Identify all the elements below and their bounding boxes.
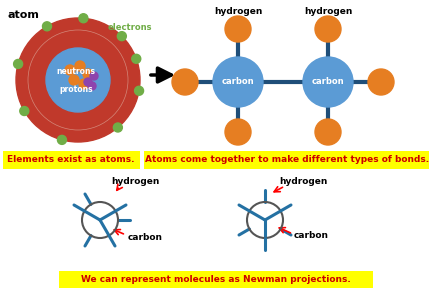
Circle shape	[118, 32, 126, 41]
Circle shape	[84, 78, 92, 86]
Text: carbon: carbon	[293, 232, 328, 240]
Circle shape	[65, 65, 75, 75]
Circle shape	[75, 61, 85, 71]
Text: carbon: carbon	[311, 77, 344, 86]
Text: Atoms come together to make different types of bonds.: Atoms come together to make different ty…	[145, 155, 429, 164]
Circle shape	[14, 59, 22, 68]
Circle shape	[16, 18, 140, 142]
Circle shape	[213, 57, 263, 107]
Circle shape	[225, 16, 251, 42]
Circle shape	[20, 107, 29, 116]
Circle shape	[79, 14, 88, 23]
Text: Elements exist as atoms.: Elements exist as atoms.	[7, 155, 135, 164]
Circle shape	[88, 82, 96, 90]
Circle shape	[28, 30, 128, 130]
Circle shape	[368, 69, 394, 95]
Circle shape	[69, 75, 79, 85]
Circle shape	[113, 123, 122, 132]
Circle shape	[172, 69, 198, 95]
Text: carbon: carbon	[222, 77, 254, 86]
FancyBboxPatch shape	[3, 151, 140, 169]
Text: We can represent molecules as Newman projections.: We can represent molecules as Newman pro…	[81, 275, 351, 284]
Text: hydrogen: hydrogen	[279, 178, 327, 187]
Circle shape	[132, 54, 141, 63]
Circle shape	[83, 69, 93, 79]
Text: electrons: electrons	[108, 24, 152, 33]
Circle shape	[46, 48, 110, 112]
Text: carbon: carbon	[127, 233, 162, 242]
Text: neutrons: neutrons	[57, 68, 95, 77]
Circle shape	[315, 16, 341, 42]
Text: atom: atom	[8, 10, 40, 20]
Circle shape	[134, 86, 143, 95]
Circle shape	[42, 22, 51, 31]
Text: hydrogen: hydrogen	[304, 6, 352, 15]
FancyBboxPatch shape	[144, 151, 429, 169]
Circle shape	[90, 72, 98, 80]
Circle shape	[225, 119, 251, 145]
Circle shape	[79, 79, 89, 89]
Circle shape	[315, 119, 341, 145]
Circle shape	[57, 135, 67, 144]
Text: protons: protons	[59, 84, 93, 93]
Text: hydrogen: hydrogen	[111, 178, 159, 187]
Text: hydrogen: hydrogen	[214, 6, 262, 15]
Circle shape	[303, 57, 353, 107]
FancyBboxPatch shape	[59, 271, 373, 288]
